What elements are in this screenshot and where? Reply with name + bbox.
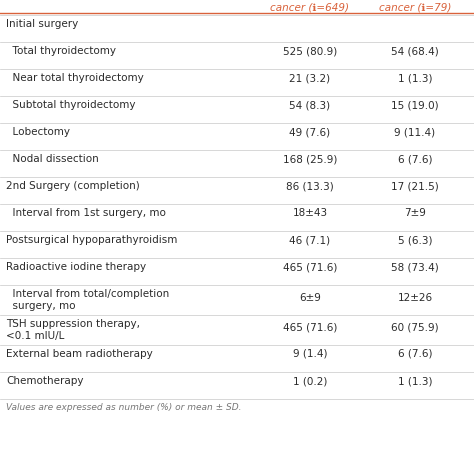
- Text: 86 (13.3): 86 (13.3): [286, 181, 334, 191]
- Text: 49 (7.6): 49 (7.6): [290, 127, 330, 137]
- Text: Chemotherapy: Chemotherapy: [6, 376, 83, 386]
- Text: 54 (68.4): 54 (68.4): [391, 46, 439, 56]
- Text: 465 (71.6): 465 (71.6): [283, 323, 337, 333]
- Text: 1 (1.3): 1 (1.3): [398, 376, 432, 386]
- Text: 15 (19.0): 15 (19.0): [391, 100, 439, 110]
- Text: TSH suppression therapy,
<0.1 mIU/L: TSH suppression therapy, <0.1 mIU/L: [6, 319, 140, 341]
- Text: 6±9: 6±9: [299, 293, 321, 303]
- Text: 12±26: 12±26: [397, 293, 433, 303]
- Text: 21 (3.2): 21 (3.2): [290, 73, 330, 83]
- Text: 7±9: 7±9: [404, 208, 426, 218]
- Text: 17 (21.5): 17 (21.5): [391, 181, 439, 191]
- Text: 18±43: 18±43: [292, 208, 328, 218]
- Text: Initial surgery: Initial surgery: [6, 19, 78, 29]
- Text: Nodal dissection: Nodal dissection: [6, 154, 99, 164]
- Text: 525 (80.9): 525 (80.9): [283, 46, 337, 56]
- Text: 5 (6.3): 5 (6.3): [398, 235, 432, 245]
- Text: Subtotal thyroidectomy: Subtotal thyroidectomy: [6, 100, 136, 110]
- Text: cancer (ℹ=79): cancer (ℹ=79): [379, 2, 451, 12]
- Text: External beam radiotherapy: External beam radiotherapy: [6, 349, 153, 359]
- Text: 1 (0.2): 1 (0.2): [293, 376, 327, 386]
- Text: Interval from total/completion
  surgery, mo: Interval from total/completion surgery, …: [6, 289, 169, 310]
- Text: 1 (1.3): 1 (1.3): [398, 73, 432, 83]
- Text: 46 (7.1): 46 (7.1): [290, 235, 330, 245]
- Text: Lobectomy: Lobectomy: [6, 127, 70, 137]
- Text: 168 (25.9): 168 (25.9): [283, 154, 337, 164]
- Text: cancer (ℹ=649): cancer (ℹ=649): [271, 2, 349, 12]
- Text: 6 (7.6): 6 (7.6): [398, 154, 432, 164]
- Text: 9 (1.4): 9 (1.4): [293, 349, 327, 359]
- Text: Radioactive iodine therapy: Radioactive iodine therapy: [6, 262, 146, 272]
- Text: 9 (11.4): 9 (11.4): [394, 127, 436, 137]
- Text: 60 (75.9): 60 (75.9): [391, 323, 439, 333]
- Text: Postsurgical hypoparathyroidism: Postsurgical hypoparathyroidism: [6, 235, 177, 245]
- Text: Interval from 1st surgery, mo: Interval from 1st surgery, mo: [6, 208, 166, 218]
- Text: 2nd Surgery (completion): 2nd Surgery (completion): [6, 181, 140, 191]
- Text: 58 (73.4): 58 (73.4): [391, 262, 439, 272]
- Text: Total thyroidectomy: Total thyroidectomy: [6, 46, 116, 56]
- Text: Near total thyroidectomy: Near total thyroidectomy: [6, 73, 144, 83]
- Text: Values are expressed as number (%) or mean ± SD.: Values are expressed as number (%) or me…: [6, 403, 241, 412]
- Text: 6 (7.6): 6 (7.6): [398, 349, 432, 359]
- Text: 54 (8.3): 54 (8.3): [290, 100, 330, 110]
- Text: 465 (71.6): 465 (71.6): [283, 262, 337, 272]
